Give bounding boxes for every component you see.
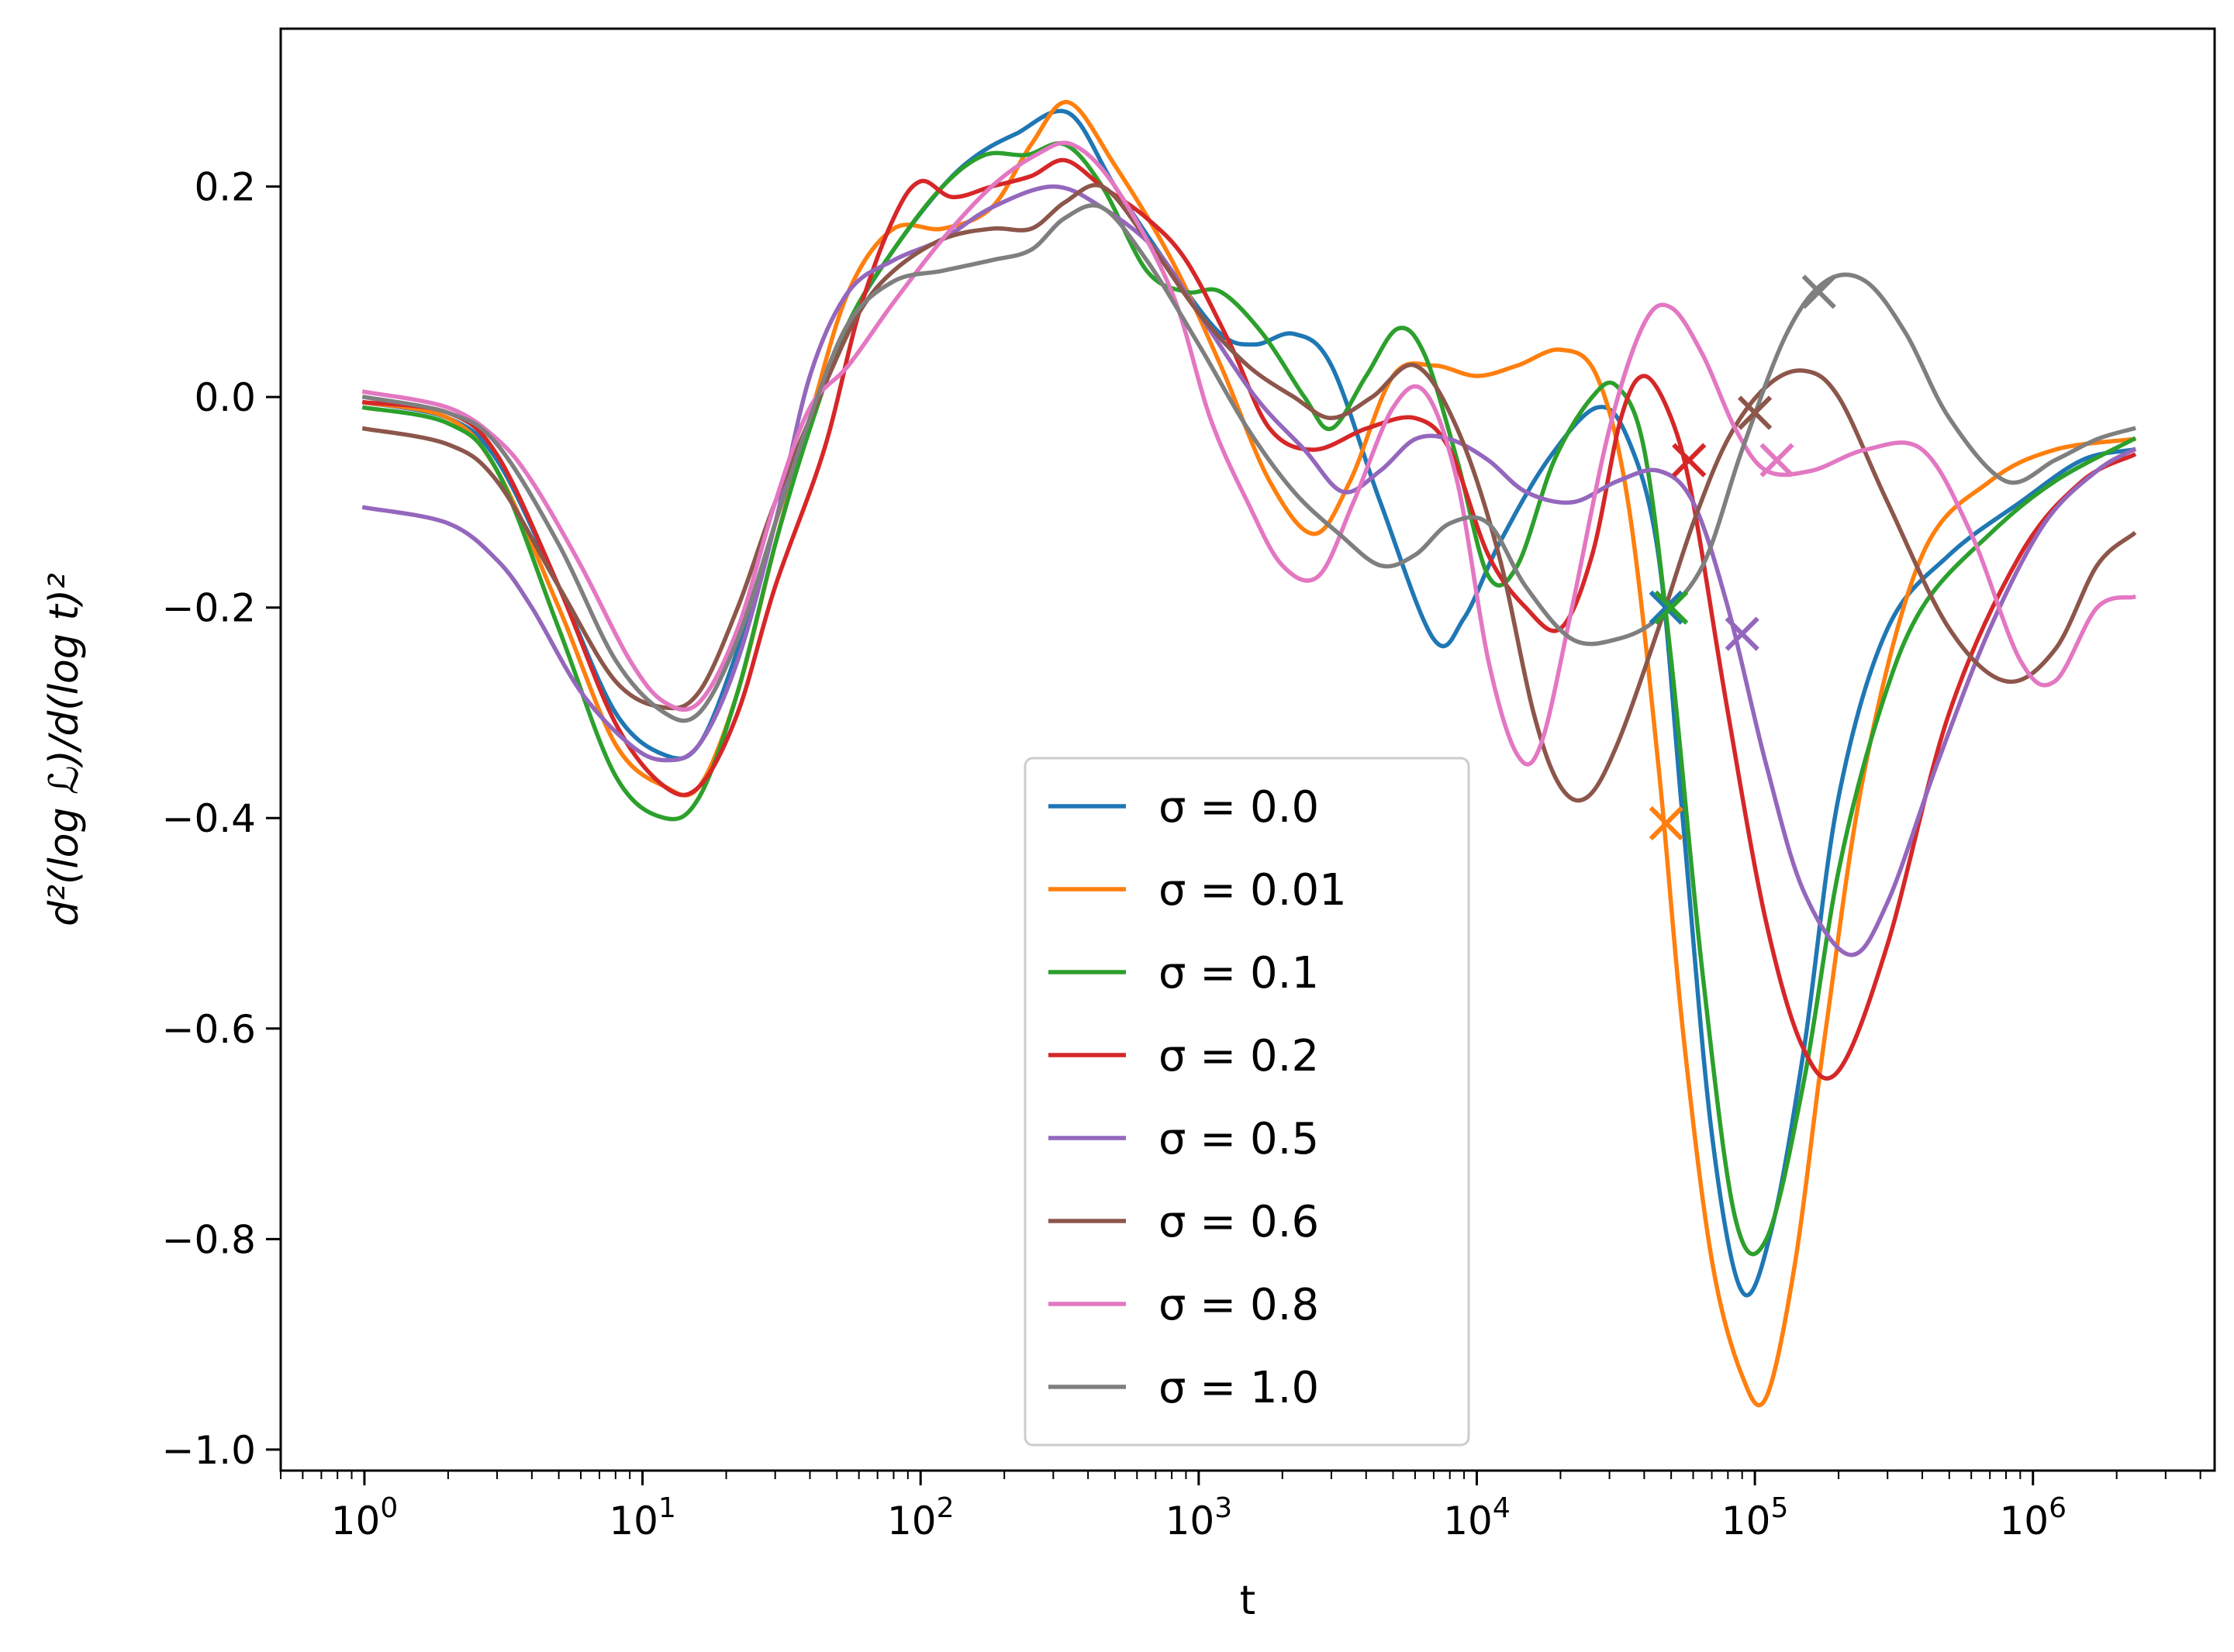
series-line-3 xyxy=(361,157,2137,1081)
series-marker-4 xyxy=(1725,616,1759,651)
series-line-5 xyxy=(361,183,2137,803)
legend-label-4: σ = 0.5 xyxy=(1158,1114,1319,1164)
y-tick-label: −0.6 xyxy=(162,1007,256,1052)
y-tick-label: −0.8 xyxy=(162,1217,256,1262)
legend-label-1: σ = 0.01 xyxy=(1158,865,1347,916)
y-tick-label: −1.0 xyxy=(162,1428,256,1473)
series-line-2 xyxy=(361,141,2137,1257)
legend-label-0: σ = 0.0 xyxy=(1158,782,1319,833)
legend-label-6: σ = 0.8 xyxy=(1158,1280,1319,1330)
y-tick-label: −0.4 xyxy=(162,796,256,841)
x-tick-label: 102 xyxy=(887,1492,955,1543)
series-marker-2 xyxy=(1654,590,1689,625)
series-marker-3 xyxy=(1672,443,1707,478)
legend-box xyxy=(1024,757,1470,1447)
series-line-4 xyxy=(361,184,2137,957)
series-line-7 xyxy=(361,203,2136,723)
legend-label-3: σ = 0.2 xyxy=(1158,1031,1319,1081)
x-tick-label: 103 xyxy=(1165,1492,1233,1543)
y-axis-label: d²(log ℒ)/d(log t)² xyxy=(41,573,88,926)
series-layer xyxy=(361,100,2137,1408)
series-marker-5 xyxy=(1737,395,1773,430)
x-tick-label: 104 xyxy=(1443,1492,1511,1543)
x-axis-label: t xyxy=(1240,1578,1255,1624)
x-tick-label: 100 xyxy=(331,1492,399,1543)
series-marker-0 xyxy=(1649,590,1683,625)
y-tick-label: 0.2 xyxy=(194,165,256,210)
y-tick-label: 0.0 xyxy=(194,375,256,420)
legend-label-2: σ = 0.1 xyxy=(1158,948,1319,998)
x-axis: 100 101 102 103 104 105 106 xyxy=(280,1471,2201,1543)
series-marker-6 xyxy=(1759,443,1794,478)
series-marker-7 xyxy=(1801,274,1836,309)
x-tick-label: 106 xyxy=(1999,1492,2067,1543)
series-marker-1 xyxy=(1649,805,1683,841)
y-tick-label: −0.2 xyxy=(162,586,256,631)
x-tick-label: 105 xyxy=(1721,1492,1789,1543)
legend-label-7: σ = 1.0 xyxy=(1158,1363,1319,1413)
series-line-6 xyxy=(361,140,2136,767)
markers-layer xyxy=(1649,274,1836,841)
legend-label-5: σ = 0.6 xyxy=(1158,1197,1319,1247)
y-axis: 0.2 0.0 −0.2 −0.4 −0.6 −0.8 −1.0 xyxy=(162,165,281,1473)
plot-frame xyxy=(279,27,2216,1472)
legend: σ = 0.0 σ = 0.01 σ = 0.1 σ = 0.2 σ = 0.5 σ = … xyxy=(1024,757,1470,1447)
x-tick-label: 101 xyxy=(609,1492,676,1543)
